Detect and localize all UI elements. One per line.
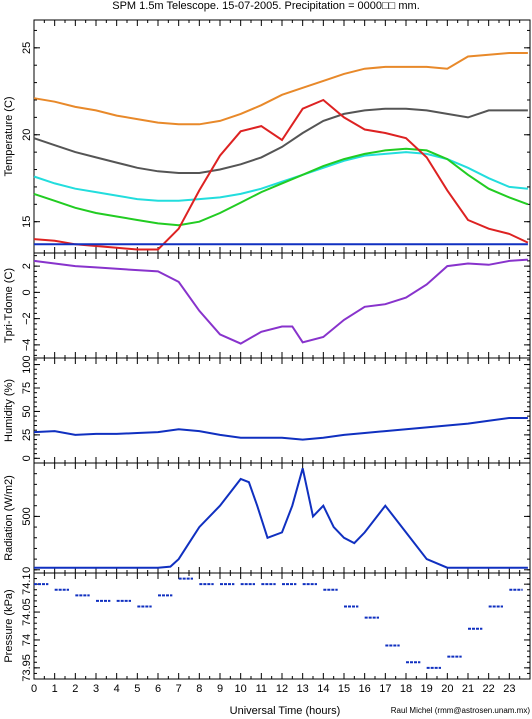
y-tick-label: 25 (21, 429, 33, 441)
x-tick-label: 23 (503, 683, 515, 695)
y-tick-label: 15 (21, 216, 33, 228)
credit-text: Raul Michel (rmm@astrosen.unam.mx) (391, 706, 531, 715)
y-tick-label: 74 (21, 634, 33, 646)
panel-frame (33, 357, 531, 464)
y-tick-label: 2 (21, 263, 33, 269)
x-tick-label: 12 (276, 683, 288, 695)
x-tick-label: 21 (462, 683, 474, 695)
x-tick-label: 20 (441, 683, 453, 695)
y-tick-label: 75 (21, 382, 33, 394)
y-tick-label: −2 (21, 312, 33, 325)
panel-frame (33, 19, 531, 254)
series-0-line (33, 258, 528, 345)
panel-radiation: 0 500 Radiation (W/m2) (3, 462, 531, 574)
y-tick-label: −4 (21, 339, 33, 352)
figure-title: SPM 1.5m Telescope. 15-07-2005. Precipit… (112, 0, 420, 12)
panel-temperature: 15 20 25 Temperature (C) (3, 19, 531, 254)
x-tick-label: 10 (235, 683, 247, 695)
panel-frame (33, 462, 531, 574)
y-axis-label: Radiation (W/m2) (3, 475, 15, 561)
x-tick-label: 6 (155, 683, 161, 695)
panel-frame (33, 572, 531, 680)
y-tick-label: 0 (21, 455, 33, 461)
series-0-line (34, 468, 528, 569)
y-tick-label: 74.1 (21, 573, 33, 594)
x-tick-label: 19 (421, 683, 433, 695)
series-3-line (33, 147, 529, 227)
y-tick-label: 25 (21, 42, 33, 54)
y-tick-label: 20 (21, 129, 33, 141)
x-tick-label: 7 (176, 683, 182, 695)
y-axis-label: Pressure (kPa) (3, 589, 15, 662)
panel-tdiff: −4 −2 0 2 Tpri-Tdome (C) (3, 252, 531, 359)
x-tick-label: 3 (93, 683, 99, 695)
y-tick-label: 0 (21, 289, 33, 295)
y-axis-label: Temperature (C) (3, 96, 15, 176)
y-axis-label: Humidity (%) (3, 379, 15, 442)
x-tick-label: 5 (134, 683, 140, 695)
x-tick-label: 11 (256, 683, 267, 695)
y-tick-label: 73.95 (21, 654, 33, 682)
x-tick-label: 8 (196, 683, 202, 695)
y-tick-label: 100 (21, 355, 33, 373)
series-0-line (33, 417, 528, 441)
x-tick-label: 4 (114, 683, 120, 695)
x-tick-label: 13 (297, 683, 309, 695)
panel-humidity: 0 25 50 75 100 Humidity (%) (3, 355, 531, 464)
series-1-line (33, 107, 528, 174)
y-tick-label: 500 (21, 507, 33, 525)
x-tick-label: 18 (400, 683, 412, 695)
x-tick-label: 9 (217, 683, 223, 695)
x-tick-label: 0 (31, 683, 37, 695)
y-tick-label: 74.05 (21, 598, 33, 626)
x-tick-label: 2 (72, 683, 78, 695)
x-tick-label: 14 (317, 683, 329, 695)
x-tick-label: 17 (379, 683, 391, 695)
x-tick-label: 22 (483, 683, 495, 695)
y-axis-label: Tpri-Tdome (C) (3, 268, 15, 343)
x-tick-label: 15 (338, 683, 350, 695)
series-0-line (33, 52, 528, 126)
y-tick-label: 50 (21, 405, 33, 417)
x-axis-label: Universal Time (hours) (230, 705, 341, 717)
x-tick-label: 1 (52, 683, 58, 695)
x-tick-label: 16 (359, 683, 371, 695)
series-4-line (33, 98, 529, 251)
y-tick-label: 0 (21, 567, 33, 573)
